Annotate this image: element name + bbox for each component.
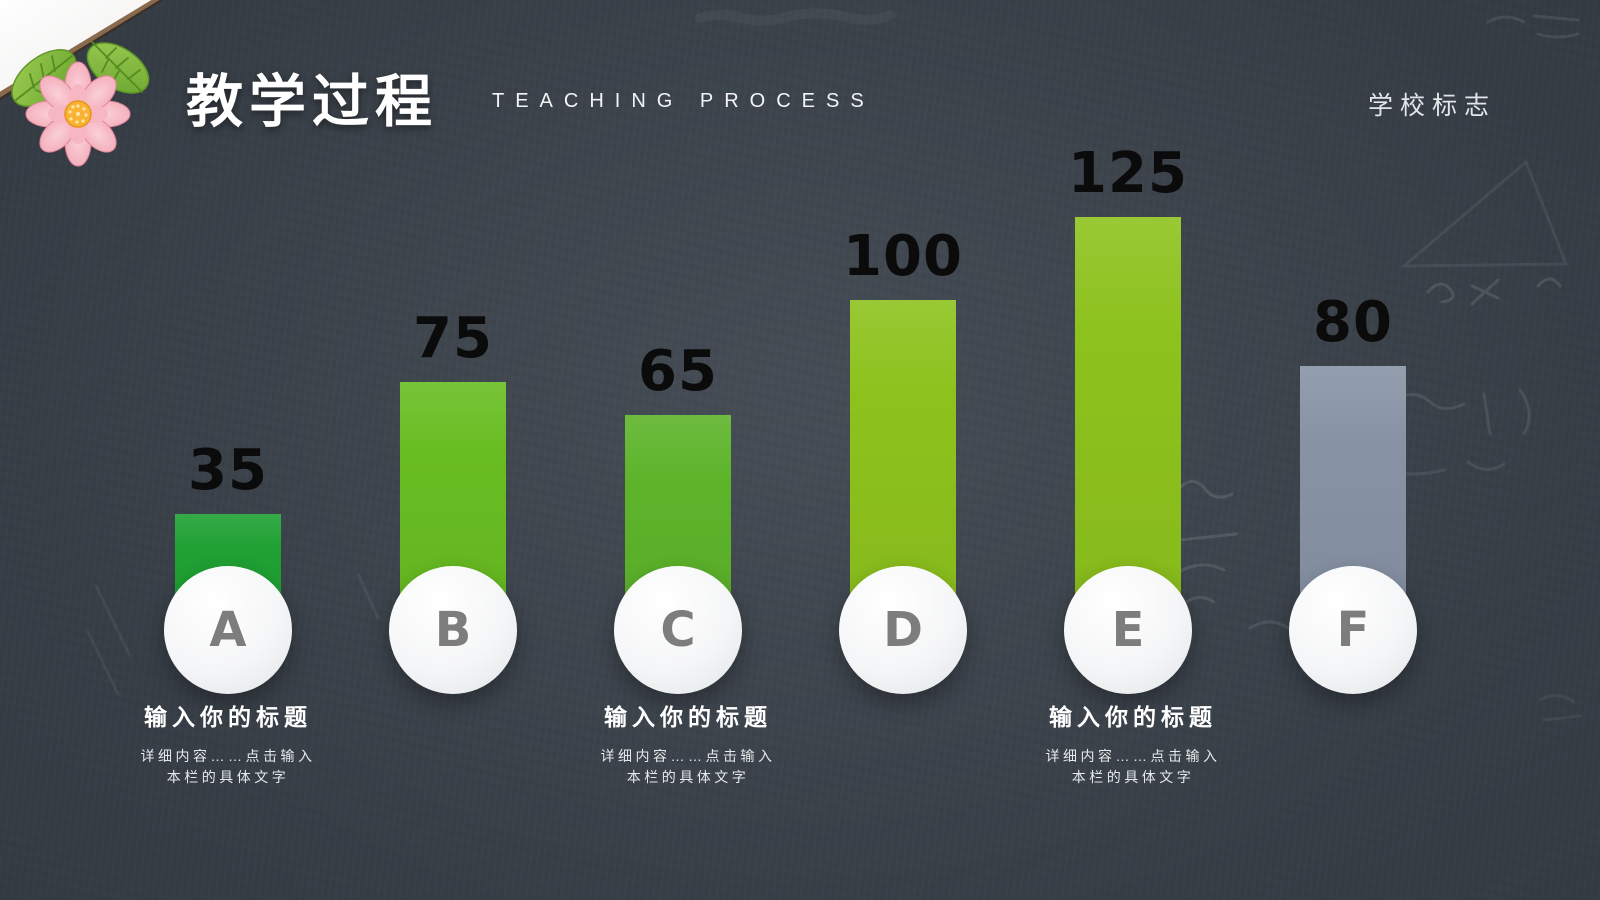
caption-body-line2[interactable]: 本栏的具体文字 — [1071, 769, 1195, 785]
category-badge-A[interactable]: A — [164, 566, 292, 694]
page-subtitle: TEACHING PROCESS — [492, 90, 875, 112]
bar-value-label[interactable]: 35 — [188, 438, 268, 503]
caption-title-placeholder[interactable]: 输入你的标题 — [144, 704, 312, 730]
category-badge-B[interactable]: B — [389, 566, 517, 694]
bar-value-label[interactable]: 80 — [1313, 290, 1393, 355]
category-letter: D — [883, 602, 923, 658]
caption-body-line1[interactable]: 详细内容……点击输入 — [600, 748, 776, 764]
caption-body-line1[interactable]: 详细内容……点击输入 — [140, 748, 316, 764]
bar-value-label[interactable]: 100 — [843, 224, 963, 289]
category-letter: A — [209, 602, 247, 658]
category-badge-E[interactable]: E — [1064, 566, 1192, 694]
category-letter: C — [660, 602, 696, 658]
caption-title-placeholder[interactable]: 输入你的标题 — [1049, 704, 1217, 730]
caption-block[interactable]: 输入你的标题 详细内容……点击输入 本栏的具体文字 — [523, 698, 853, 788]
caption-title-placeholder[interactable]: 输入你的标题 — [604, 704, 772, 730]
category-badge-C[interactable]: C — [614, 566, 742, 694]
page-title: 教学过程 — [186, 70, 438, 134]
bar-value-label[interactable]: 125 — [1068, 141, 1188, 206]
category-badge-F[interactable]: F — [1289, 566, 1417, 694]
school-logo-placeholder[interactable]: 学校标志 — [1367, 92, 1496, 120]
category-badge-D[interactable]: D — [839, 566, 967, 694]
caption-body-line2[interactable]: 本栏的具体文字 — [626, 769, 750, 785]
category-letter: F — [1336, 602, 1370, 658]
category-letter: B — [434, 602, 472, 658]
caption-block[interactable]: 输入你的标题 详细内容……点击输入 本栏的具体文字 — [968, 698, 1298, 788]
caption-block[interactable]: 输入你的标题 详细内容……点击输入 本栏的具体文字 — [63, 698, 393, 788]
caption-body-line1[interactable]: 详细内容……点击输入 — [1045, 748, 1221, 764]
caption-body-line2[interactable]: 本栏的具体文字 — [166, 769, 290, 785]
bar-value-label[interactable]: 75 — [413, 306, 493, 371]
bar-value-label[interactable]: 65 — [638, 339, 718, 404]
category-letter: E — [1111, 602, 1145, 658]
